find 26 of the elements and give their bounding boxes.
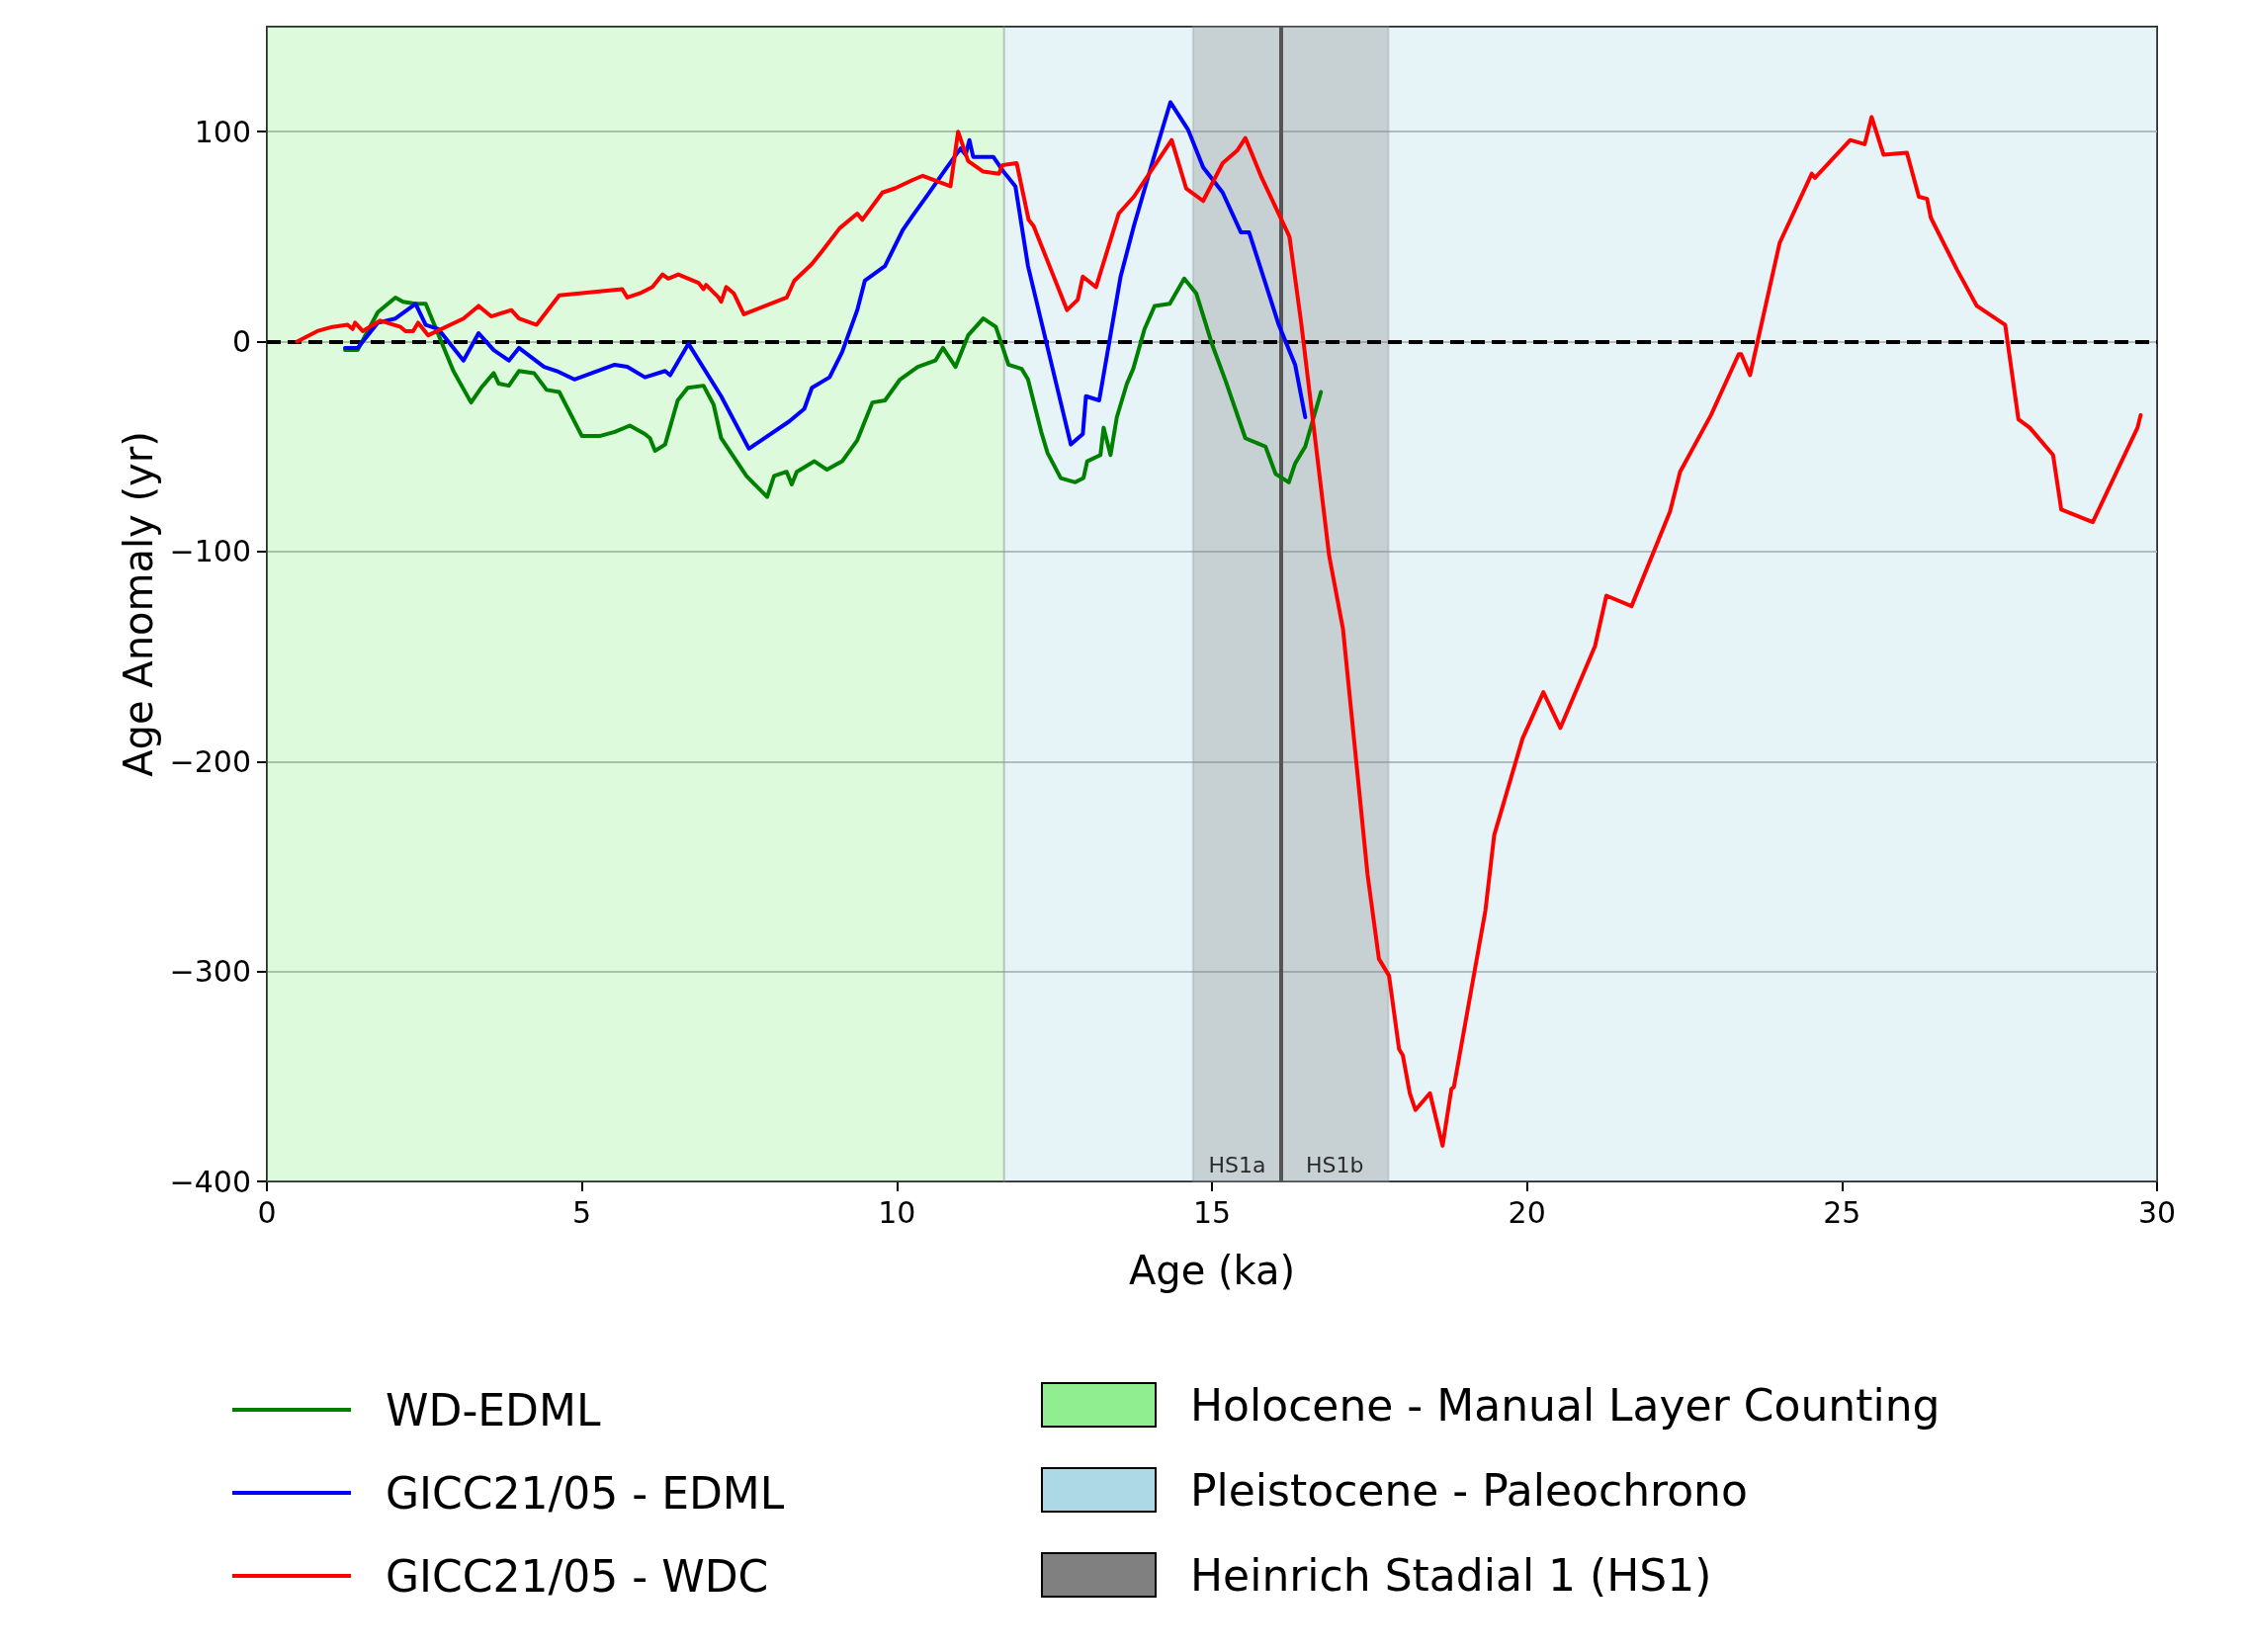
legend-label: Heinrich Stadial 1 (HS1) <box>1190 1549 1712 1601</box>
y-tick-label: −300 <box>169 954 251 990</box>
line-series <box>343 276 1324 499</box>
legend-label: WD-EDML <box>386 1384 601 1435</box>
legend-label: GICC21/05 - EDML <box>386 1467 785 1519</box>
line-series <box>343 100 1308 451</box>
legend-label: Pleistocene - Paleochrono <box>1190 1464 1748 1516</box>
x-tick-label: 0 <box>257 1194 277 1230</box>
x-tick-label: 25 <box>1823 1194 1861 1230</box>
annotation: HS1a <box>1208 1152 1266 1177</box>
x-tick-label: 10 <box>878 1194 916 1230</box>
legend-label: GICC21/05 - WDC <box>386 1550 769 1602</box>
y-tick-label: −200 <box>169 743 251 779</box>
annotation: HS1b <box>1306 1152 1364 1177</box>
line-series <box>295 115 2143 1148</box>
x-tick-label: 5 <box>572 1194 592 1230</box>
x-axis-title: Age (ka) <box>1128 1248 1296 1293</box>
x-tick-label: 30 <box>2137 1194 2177 1230</box>
x-tick-label: 15 <box>1192 1194 1232 1230</box>
x-tick-label: 20 <box>1508 1194 1546 1230</box>
y-tick-label: −400 <box>169 1164 251 1199</box>
y-tick-label: 100 <box>194 114 251 149</box>
y-tick-label: 0 <box>231 324 251 360</box>
y-axis-title: Age Anomaly (yr) <box>116 431 161 777</box>
legend-label: Holocene - Manual Layer Counting <box>1190 1379 1941 1431</box>
y-tick-label: −100 <box>169 534 251 569</box>
